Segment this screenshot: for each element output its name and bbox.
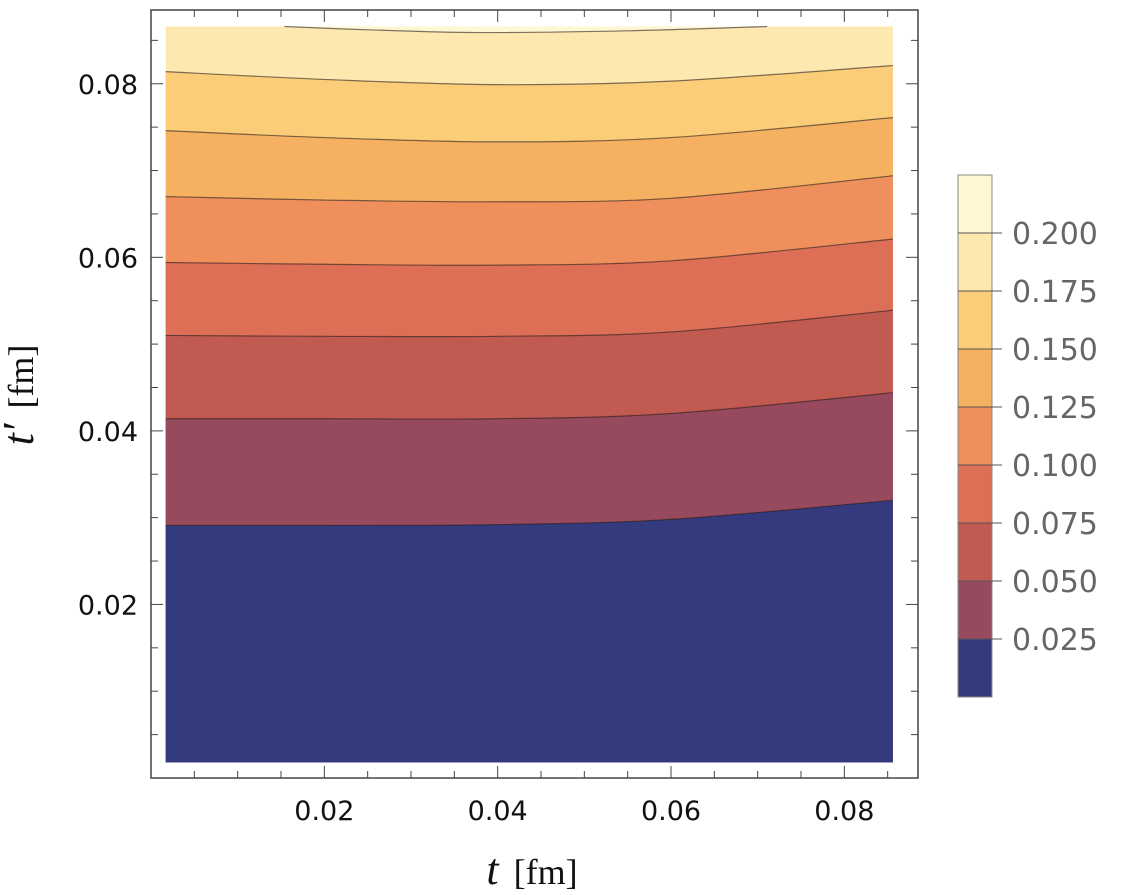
legend-swatch (958, 349, 992, 407)
contour-line (284, 25, 768, 34)
x-tick-label: 0.06 (641, 796, 701, 827)
x-tick-label: 0.08 (814, 796, 874, 827)
x-tick-label: 0.04 (468, 796, 528, 827)
legend-label: 0.075 (1012, 507, 1098, 542)
contour-line (165, 499, 893, 527)
y-axis-symbol: t′ (0, 422, 43, 445)
y-tick-label: 0.06 (78, 243, 138, 274)
legend-swatch (958, 465, 992, 523)
contour-line (165, 238, 893, 266)
legend-label: 0.025 (1012, 623, 1098, 658)
color-legend (957, 174, 1002, 698)
x-axis-title: t [fm] (486, 845, 577, 894)
x-axis-unit: [fm] (514, 852, 578, 892)
legend-swatch (958, 523, 992, 581)
legend-label: 0.125 (1012, 391, 1098, 426)
legend-label: 0.200 (1012, 217, 1098, 252)
legend-labels: 0.200 0.175 0.150 0.125 0.100 0.075 0.05… (1012, 217, 1098, 658)
y-axis-title: t′ [fm] (0, 345, 43, 446)
contour-lines (165, 25, 893, 527)
contour-fills (165, 26, 893, 763)
legend-swatch (958, 581, 992, 639)
contour-line (165, 392, 893, 420)
legend-label: 0.150 (1012, 333, 1098, 368)
plot-frame (150, 9, 919, 779)
legend-swatch (958, 175, 992, 233)
legend-frame (957, 174, 993, 698)
legend-swatch (958, 233, 992, 291)
y-axis-unit: [fm] (1, 345, 41, 409)
y-tick-labels: 0.02 0.04 0.06 0.08 (78, 70, 138, 622)
x-tick-labels: 0.02 0.04 0.06 0.08 (294, 796, 874, 827)
legend-swatch (958, 639, 992, 697)
y-tick-label: 0.02 (78, 590, 138, 621)
y-tick-label: 0.04 (78, 417, 138, 448)
contour-line (165, 175, 893, 203)
legend-swatch (958, 291, 992, 349)
axis-ticks (151, 10, 918, 778)
contour-line (165, 117, 893, 143)
legend-label: 0.100 (1012, 449, 1098, 484)
legend-label: 0.175 (1012, 275, 1098, 310)
band-fill (165, 500, 893, 763)
contour-line (165, 64, 893, 86)
contour-line (165, 309, 893, 338)
x-axis-symbol: t (486, 845, 500, 894)
y-tick-label: 0.08 (78, 70, 138, 101)
x-tick-label: 0.02 (294, 796, 354, 827)
legend-label: 0.050 (1012, 565, 1098, 600)
legend-swatch (958, 407, 992, 465)
